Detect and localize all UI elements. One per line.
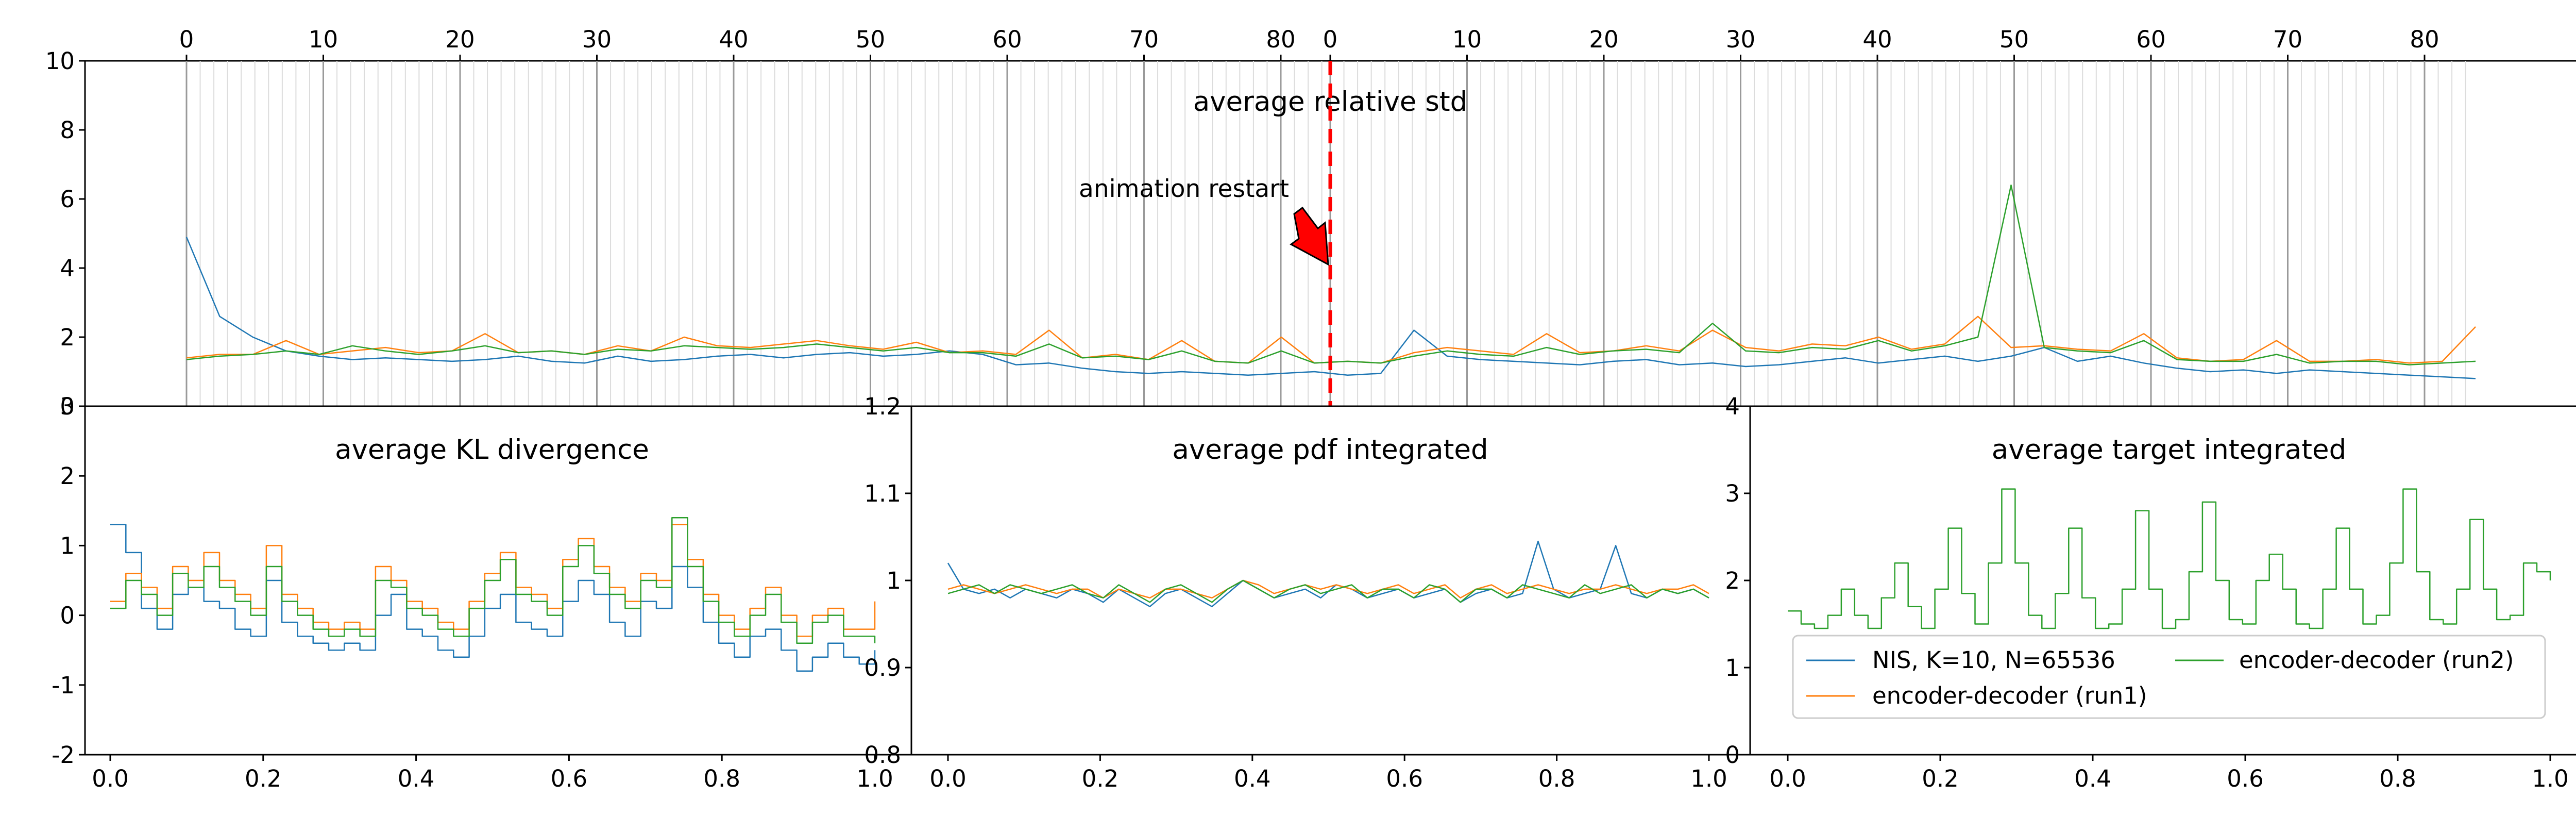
x-tick-label: 0.6 [2227,765,2264,792]
x-tick-label: 1.0 [2532,765,2569,792]
x-tick-label-top: 80 [2410,26,2439,53]
x-tick-label-top: 10 [309,26,338,53]
x-tick-label-top: 80 [1266,26,1295,53]
x-tick-label: 0.8 [1538,765,1575,792]
target-x-ticks: 0.0 0.2 0.4 0.6 0.8 1.0 [1769,755,2569,792]
annotation-text: animation restart [1079,175,1289,203]
x-tick-label-top: 30 [582,26,612,53]
y-tick-label: 3 [60,393,75,420]
y-tick-label: 0 [60,602,75,629]
y-tick-label: 4 [1725,393,1740,420]
x-tick-label-top: 30 [1726,26,1755,53]
target-series-group [1788,488,2551,629]
top-x-ticks: 0 10 20 30 40 50 60 70 80 0 10 20 30 40 50 60 70 80 [179,26,2439,61]
y-tick-label: -2 [52,741,75,769]
y-tick-label: 0 [1725,741,1740,769]
series-line [110,524,876,637]
series-line [110,524,876,672]
series-line [947,540,1709,607]
x-tick-label: 0.4 [2074,765,2111,792]
x-tick-label-top: 50 [1999,26,2029,53]
series-line [947,579,1709,603]
legend-label-nis: NIS, K=10, N=65536 [1872,646,2115,674]
y-tick-label: 1 [886,567,901,594]
y-tick-label: 6 [60,186,75,213]
legend: NIS, K=10, N=65536 encoder-decoder (run2… [1792,635,2546,719]
y-tick-label: 1 [60,532,75,559]
x-tick-label: 0.0 [1769,765,1806,792]
x-tick-label: 1.0 [856,765,893,792]
target-y-ticks: 0 1 2 3 4 [1725,393,1750,769]
target-panel: 0 1 2 3 4 0.0 0.2 0.4 0.6 0.8 1.0 average target … [1725,393,2576,792]
pdf-y-ticks: 0.8 0.9 1 1.1 1.2 [864,393,911,769]
y-tick-label: 0 [60,393,75,420]
x-tick-label: 0.4 [1234,765,1271,792]
x-tick-label: 0.2 [1082,765,1119,792]
x-tick-label-top: 20 [1589,26,1618,53]
x-tick-label: 0.4 [398,765,435,792]
y-tick-label: 0.8 [864,741,901,769]
x-tick-label-top: 60 [992,26,1022,53]
series-line [110,517,876,644]
x-tick-label: 0.2 [245,765,282,792]
series-line [947,579,1709,599]
x-tick-label-top: 0 [179,26,194,53]
x-tick-label-top: 0 [1323,26,1338,53]
y-tick-label: 2 [60,324,75,351]
y-tick-label: 1 [1725,654,1740,681]
x-tick-label: 0.0 [929,765,967,792]
x-tick-label-top: 40 [719,26,748,53]
y-tick-label: 0.9 [864,654,901,681]
legend-label-run1: encoder-decoder (run1) [1872,682,2147,709]
legend-box [1792,635,2546,719]
y-tick-label: 8 [60,117,75,144]
annotation-arrow [1290,206,1329,266]
pdf-x-ticks: 0.0 0.2 0.4 0.6 0.8 1.0 [929,755,1727,792]
x-tick-label-top: 20 [445,26,474,53]
target-chart-title: average target integrated [1992,434,2346,465]
y-tick-label: 2 [1725,567,1740,594]
y-tick-label: -1 [52,672,75,699]
legend-label-run2: encoder-decoder (run2) [2239,646,2514,674]
y-tick-label: 3 [1725,480,1740,507]
x-tick-label: 0.8 [703,765,740,792]
top-panel: 0 2 4 6 8 10 0 10 20 30 40 50 60 70 80 0 10 20 30 40 50 60 70… [45,26,2576,420]
y-tick-label: 2 [60,462,75,490]
x-tick-label-top: 70 [1129,26,1159,53]
x-tick-label: 0.2 [1922,765,1959,792]
x-tick-label: 0.0 [92,765,129,792]
x-tick-label-top: 60 [2136,26,2165,53]
kl-y-ticks: -2 -1 0 1 2 3 [52,393,85,769]
top-y-ticks: 0 2 4 6 8 10 [45,47,85,420]
x-tick-label-top: 70 [2273,26,2302,53]
pdf-series-group [947,540,1709,607]
series-line [1788,488,2551,629]
x-tick-label-top: 40 [1862,26,1892,53]
x-tick-label: 0.8 [2379,765,2416,792]
x-tick-label-top: 50 [856,26,885,53]
kl-series-group [110,517,876,672]
pdf-chart-title: average pdf integrated [1172,434,1488,465]
x-tick-label: 0.6 [551,765,588,792]
kl-chart-title: average KL divergence [335,434,649,465]
kl-x-ticks: 0.0 0.2 0.4 0.6 0.8 1.0 [92,755,893,792]
x-tick-label: 1.0 [1690,765,1727,792]
x-tick-label: 0.6 [1386,765,1423,792]
y-tick-label: 1.1 [864,480,901,507]
series-line [185,237,2476,379]
x-tick-label-top: 10 [1452,26,1482,53]
pdf-panel: 0.8 0.9 1 1.1 1.2 0.0 0.2 0.4 0.6 0.8 1.0 average… [864,393,1751,792]
y-tick-label: 1.2 [864,393,901,420]
y-tick-label: 10 [45,47,75,75]
y-tick-label: 4 [60,255,75,282]
